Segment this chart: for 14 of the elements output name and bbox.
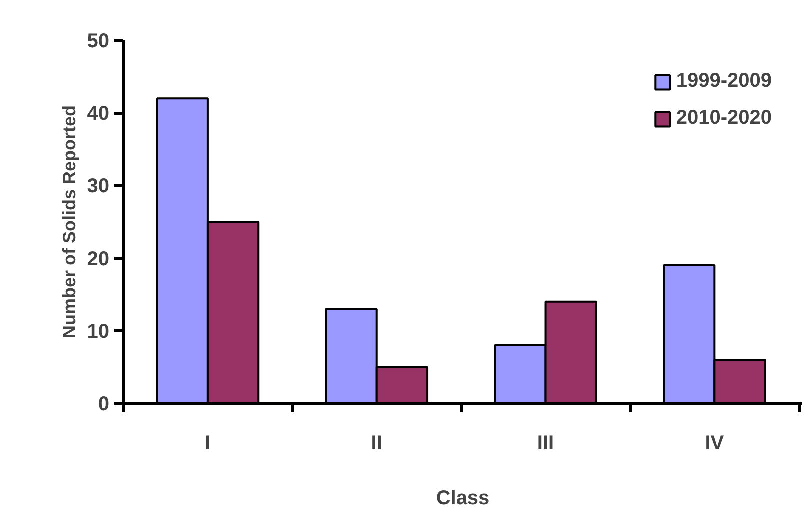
y-axis-title: Number of Solids Reported — [59, 105, 80, 339]
x-tick-label: II — [371, 432, 382, 454]
legend-label: 1999-2009 — [676, 70, 772, 93]
y-tick-label: 10 — [87, 320, 110, 343]
legend-label: 2010-2020 — [676, 107, 772, 130]
y-tick-label: 50 — [87, 30, 110, 52]
y-tick-label: 20 — [87, 248, 110, 270]
y-tick-label: 40 — [87, 103, 110, 126]
y-tick-label: 0 — [98, 394, 110, 416]
x-tick-label: III — [537, 432, 554, 454]
y-tick-label: 30 — [87, 176, 110, 198]
x-tick-label: I — [205, 432, 211, 454]
x-axis-title: Class — [436, 488, 490, 510]
x-tick-label: IV — [705, 432, 725, 454]
